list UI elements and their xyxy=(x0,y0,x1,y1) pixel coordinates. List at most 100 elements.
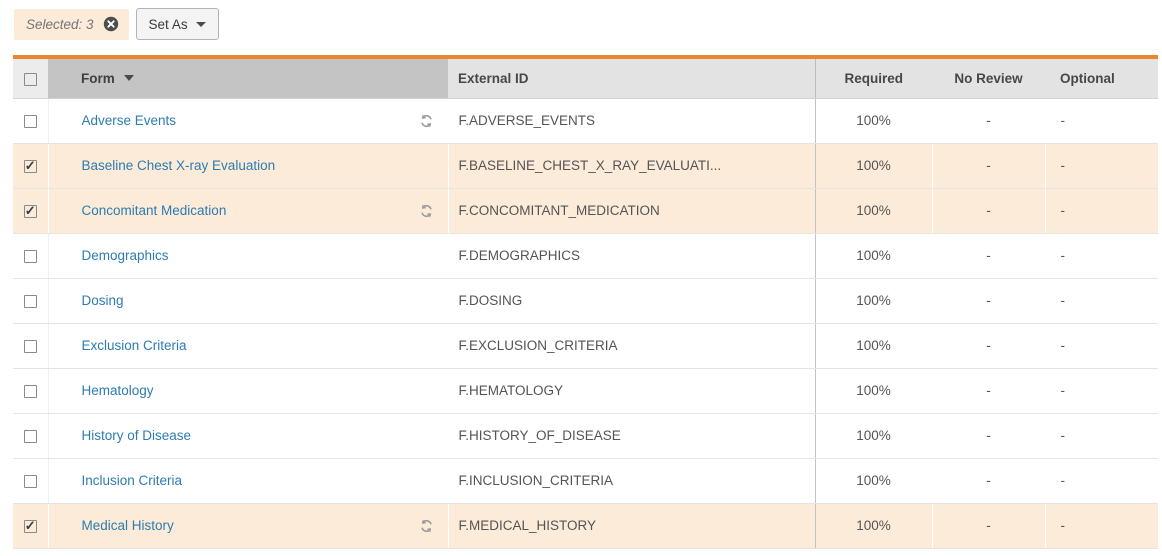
row-checkbox[interactable] xyxy=(23,384,37,398)
row-checkbox[interactable] xyxy=(23,203,37,219)
selection-toolbar: Selected: 3 Set As xyxy=(0,0,1162,40)
row-checkbox-cell xyxy=(13,503,48,549)
form-cell: Inclusion Criteria xyxy=(47,458,448,504)
form-link[interactable]: History of Disease xyxy=(81,428,192,443)
form-cell: History of Disease xyxy=(47,413,448,459)
external-id-cell: F.DOSING xyxy=(448,278,815,324)
table-row[interactable]: Concomitant Medication F.CONCOMITANT_MED… xyxy=(13,188,1158,234)
form-cell: Adverse Events xyxy=(47,98,448,144)
optional-cell: - xyxy=(1045,413,1158,459)
refresh-icon xyxy=(419,113,434,128)
no-review-cell: - xyxy=(931,188,1045,234)
column-header-form[interactable]: Form xyxy=(48,57,448,99)
column-header-required[interactable]: Required xyxy=(814,57,932,99)
form-link[interactable]: Exclusion Criteria xyxy=(81,338,187,353)
refresh-icon xyxy=(419,518,434,533)
no-review-cell: - xyxy=(932,233,1045,279)
column-header-external-id[interactable]: External ID xyxy=(448,57,815,99)
external-id-cell: F.HISTORY_OF_DISEASE xyxy=(448,413,815,459)
required-cell: 100% xyxy=(814,413,932,459)
required-cell: 100% xyxy=(814,503,932,549)
form-cell: Demographics xyxy=(47,233,448,279)
row-checkbox[interactable] xyxy=(23,339,37,353)
form-cell: Hematology xyxy=(47,368,448,414)
required-cell: 100% xyxy=(814,458,932,504)
row-checkbox[interactable] xyxy=(23,474,37,488)
form-link[interactable]: Inclusion Criteria xyxy=(81,473,183,488)
optional-cell: - xyxy=(1045,368,1158,414)
table-row[interactable]: Exclusion Criteria F.EXCLUSION_CRITERIA … xyxy=(13,323,1158,369)
form-link[interactable]: Adverse Events xyxy=(81,113,177,128)
row-checkbox-cell xyxy=(13,98,48,144)
no-review-cell: - xyxy=(932,413,1045,459)
form-cell: Medical History xyxy=(47,503,448,549)
required-cell: 100% xyxy=(814,278,932,324)
table-row[interactable]: Demographics F.DEMOGRAPHICS 100% - - xyxy=(13,233,1158,279)
row-checkbox[interactable] xyxy=(23,429,37,443)
clear-selection-button[interactable] xyxy=(103,16,119,32)
form-link[interactable]: Dosing xyxy=(81,293,124,308)
optional-cell: - xyxy=(1045,278,1158,324)
required-cell: 100% xyxy=(814,323,932,369)
no-review-cell: - xyxy=(932,278,1045,324)
sort-desc-icon xyxy=(123,74,134,81)
select-all-checkbox[interactable] xyxy=(24,72,37,86)
form-cell: Concomitant Medication xyxy=(47,188,448,234)
table-row[interactable]: Inclusion Criteria F.INCLUSION_CRITERIA … xyxy=(13,458,1158,504)
form-cell: Exclusion Criteria xyxy=(47,323,448,369)
selection-count-label: Selected: 3 xyxy=(26,16,94,32)
optional-cell: - xyxy=(1045,98,1158,144)
no-review-cell: - xyxy=(932,98,1045,144)
forms-table: Form External ID Required No Review Opti… xyxy=(13,55,1158,549)
optional-cell: - xyxy=(1045,458,1158,504)
row-checkbox[interactable] xyxy=(23,294,37,308)
set-as-label: Set As xyxy=(148,16,188,32)
form-link[interactable]: Medical History xyxy=(81,518,174,533)
external-id-cell: F.MEDICAL_HISTORY xyxy=(447,503,815,549)
optional-cell: - xyxy=(1045,323,1158,369)
required-cell: 100% xyxy=(814,368,932,414)
external-id-cell: F.EXCLUSION_CRITERIA xyxy=(448,323,815,369)
column-header-no-review[interactable]: No Review xyxy=(932,57,1045,99)
optional-cell: - xyxy=(1044,503,1158,549)
no-review-cell: - xyxy=(932,368,1045,414)
form-cell: Baseline Chest X-ray Evaluation xyxy=(47,143,448,189)
table-row[interactable]: Dosing F.DOSING 100% - - xyxy=(13,278,1158,324)
form-link[interactable]: Hematology xyxy=(81,383,154,398)
no-review-cell: - xyxy=(931,143,1045,189)
table-row[interactable]: Medical History F.MEDICAL_HISTORY 100% -… xyxy=(13,503,1158,549)
refresh-icon xyxy=(419,203,434,218)
form-link[interactable]: Demographics xyxy=(81,248,169,263)
row-checkbox-cell xyxy=(13,323,48,369)
table-row[interactable]: Baseline Chest X-ray Evaluation F.BASELI… xyxy=(13,143,1158,189)
form-cell: Dosing xyxy=(47,278,448,324)
set-as-button[interactable]: Set As xyxy=(135,8,219,40)
no-review-cell: - xyxy=(932,323,1045,369)
row-checkbox-cell xyxy=(13,233,48,279)
optional-cell: - xyxy=(1045,233,1158,279)
table-row[interactable]: Hematology F.HEMATOLOGY 100% - - xyxy=(13,368,1158,414)
table-header-row: Form External ID Required No Review Opti… xyxy=(13,57,1158,99)
row-checkbox[interactable] xyxy=(23,158,37,174)
row-checkbox[interactable] xyxy=(23,249,37,263)
required-cell: 100% xyxy=(814,188,932,234)
row-checkbox-cell xyxy=(13,278,48,324)
table-row[interactable]: History of Disease F.HISTORY_OF_DISEASE … xyxy=(13,413,1158,459)
x-circle-icon xyxy=(103,16,118,32)
external-id-cell: F.DEMOGRAPHICS xyxy=(448,233,815,279)
external-id-cell: F.HEMATOLOGY xyxy=(448,368,815,414)
column-header-optional[interactable]: Optional xyxy=(1045,57,1158,99)
row-checkbox-cell xyxy=(13,143,48,189)
required-cell: 100% xyxy=(814,143,932,189)
row-checkbox-cell xyxy=(13,188,48,234)
external-id-cell: F.BASELINE_CHEST_X_RAY_EVALUATI... xyxy=(447,143,815,189)
form-link[interactable]: Concomitant Medication xyxy=(81,203,227,218)
table-row[interactable]: Adverse Events F.ADVERSE_EVENTS 100% - - xyxy=(13,98,1158,144)
form-link[interactable]: Baseline Chest X-ray Evaluation xyxy=(81,158,276,173)
row-checkbox[interactable] xyxy=(23,518,37,534)
caret-down-icon xyxy=(195,21,206,27)
required-cell: 100% xyxy=(814,98,932,144)
row-checkbox[interactable] xyxy=(23,114,37,128)
no-review-cell: - xyxy=(932,458,1045,504)
external-id-cell: F.CONCOMITANT_MEDICATION xyxy=(447,188,815,234)
